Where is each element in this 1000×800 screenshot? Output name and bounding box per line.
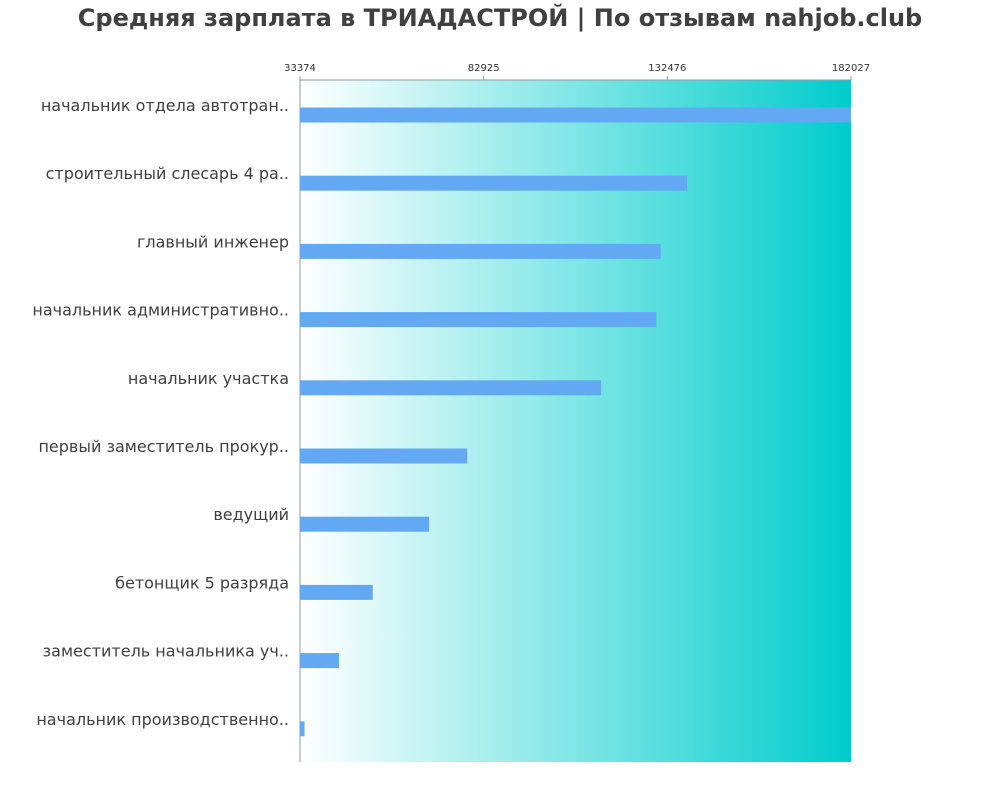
category-label: главный инженер bbox=[137, 232, 289, 251]
category-label: строительный слесарь 4 ра.. bbox=[46, 164, 289, 183]
bar bbox=[300, 380, 602, 396]
category-label: заместитель начальника уч.. bbox=[43, 642, 289, 661]
category-label: ведущий bbox=[213, 505, 289, 524]
x-tick-label: 82925 bbox=[468, 63, 500, 74]
x-tick-label: 132476 bbox=[648, 63, 686, 74]
category-label: начальник административно.. bbox=[32, 301, 289, 320]
bar bbox=[300, 107, 851, 123]
category-label: бетонщик 5 разряда bbox=[115, 573, 289, 592]
bar bbox=[300, 312, 657, 328]
x-tick-label: 182027 bbox=[832, 63, 870, 74]
plot-background bbox=[300, 80, 851, 762]
bar bbox=[300, 584, 373, 600]
bar bbox=[300, 243, 661, 259]
category-label: начальник производственно.. bbox=[36, 710, 289, 729]
chart-title: Средняя зарплата в ТРИАДАСТРОЙ | По отзы… bbox=[77, 4, 923, 32]
bar bbox=[300, 516, 430, 532]
bar bbox=[300, 175, 688, 191]
category-label: первый заместитель прокур.. bbox=[38, 437, 289, 456]
category-label: начальник участка bbox=[128, 369, 289, 388]
bar bbox=[300, 653, 340, 669]
bar bbox=[300, 721, 305, 737]
x-tick-label: 33374 bbox=[284, 63, 316, 74]
bar bbox=[300, 448, 468, 464]
category-label: начальник отдела автотран.. bbox=[41, 96, 289, 115]
